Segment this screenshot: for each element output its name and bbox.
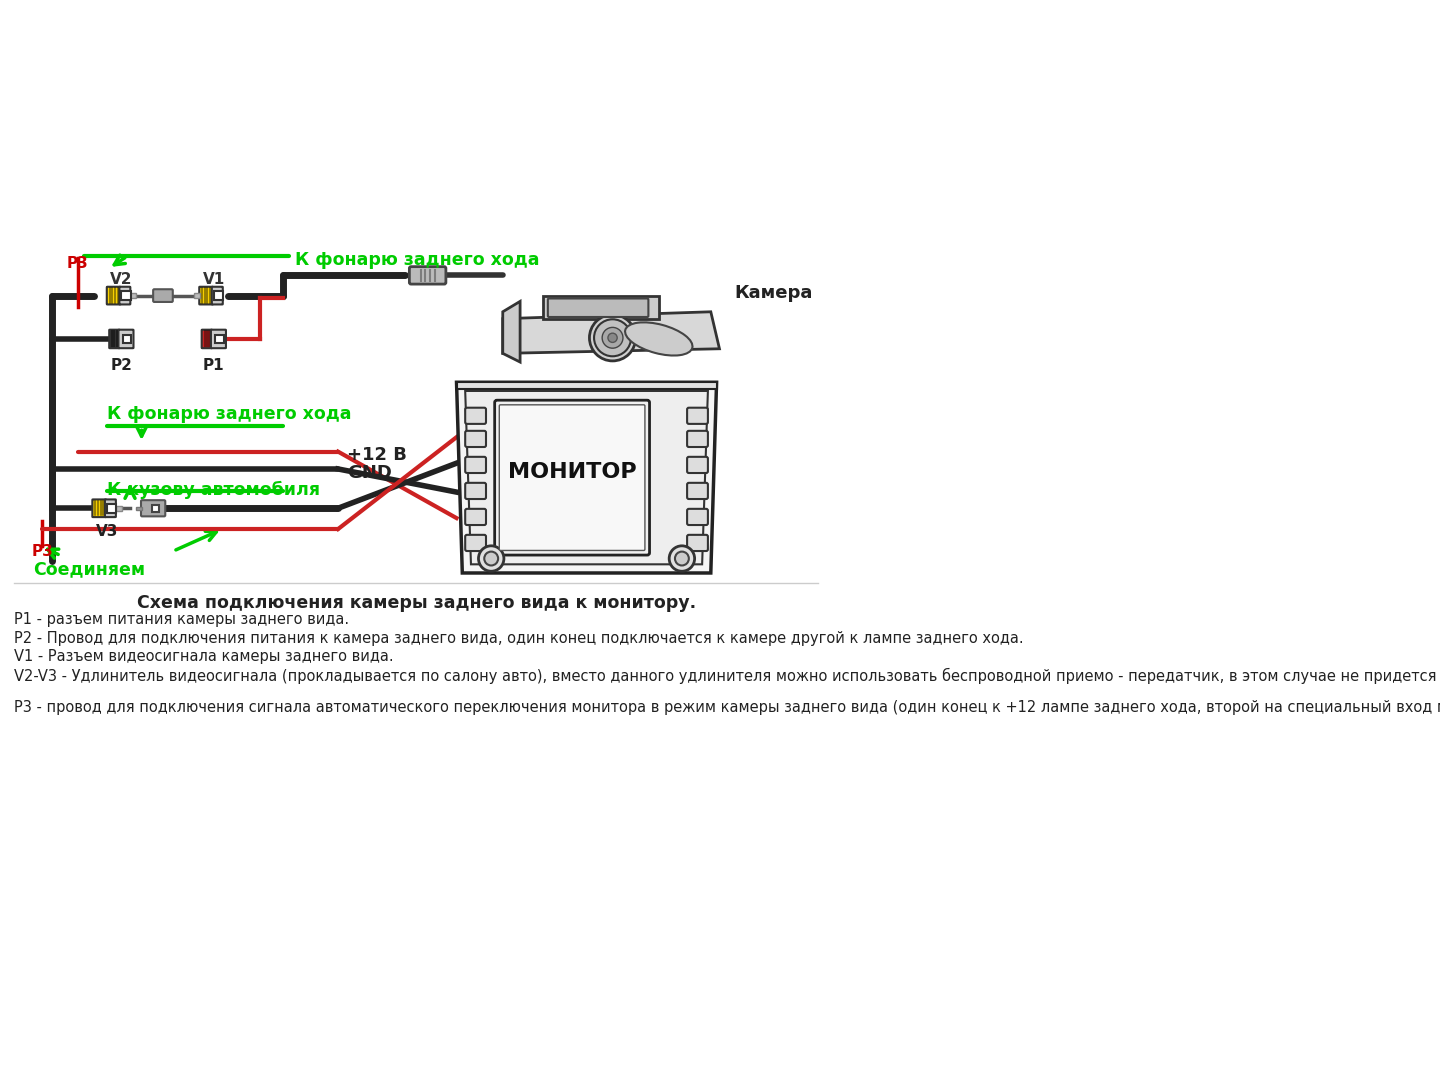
FancyBboxPatch shape [465, 407, 485, 423]
FancyBboxPatch shape [109, 330, 120, 348]
FancyBboxPatch shape [465, 535, 485, 551]
Text: P2: P2 [111, 358, 132, 373]
Polygon shape [543, 296, 658, 318]
Text: P2 - Провод для подключения питания к камера заднего вида, один конец подключает: P2 - Провод для подключения питания к ка… [14, 630, 1024, 645]
Circle shape [675, 552, 688, 565]
FancyBboxPatch shape [202, 330, 212, 348]
Text: К фонарю заднего хода: К фонарю заднего хода [107, 405, 351, 423]
FancyBboxPatch shape [409, 267, 446, 284]
Polygon shape [465, 391, 708, 564]
FancyBboxPatch shape [495, 400, 649, 555]
FancyBboxPatch shape [465, 431, 485, 447]
Bar [215, 334, 223, 343]
FancyBboxPatch shape [465, 482, 485, 498]
Bar [193, 293, 200, 298]
Text: V1: V1 [203, 272, 225, 287]
FancyBboxPatch shape [141, 501, 166, 517]
FancyBboxPatch shape [687, 457, 708, 473]
FancyBboxPatch shape [687, 509, 708, 525]
Bar [456, 383, 717, 389]
FancyBboxPatch shape [118, 330, 134, 348]
Polygon shape [503, 301, 520, 362]
FancyBboxPatch shape [465, 457, 485, 473]
Text: GND: GND [347, 464, 392, 482]
FancyBboxPatch shape [687, 535, 708, 551]
Polygon shape [456, 383, 717, 574]
FancyBboxPatch shape [212, 286, 223, 304]
Bar [130, 293, 137, 298]
FancyBboxPatch shape [547, 298, 648, 317]
Circle shape [602, 327, 624, 348]
Text: P1: P1 [203, 358, 225, 373]
Text: +12 В: +12 В [347, 446, 406, 464]
FancyBboxPatch shape [199, 286, 213, 304]
Polygon shape [503, 312, 720, 354]
Bar [153, 505, 158, 511]
FancyBboxPatch shape [687, 482, 708, 498]
FancyBboxPatch shape [465, 509, 485, 525]
FancyBboxPatch shape [687, 431, 708, 447]
Text: Схема подключения камеры заднего вида к монитору.: Схема подключения камеры заднего вида к … [137, 594, 696, 612]
Text: V2-V3 - Удлинитель видеосигнала (прокладывается по салону авто), вместо данного : V2-V3 - Удлинитель видеосигнала (проклад… [14, 668, 1440, 684]
Text: Камера: Камера [734, 284, 812, 302]
Ellipse shape [625, 323, 693, 356]
Text: P3: P3 [32, 545, 53, 560]
Circle shape [670, 546, 694, 571]
Bar [121, 292, 131, 300]
Text: МОНИТОР: МОНИТОР [508, 462, 636, 481]
Text: Р3 - провод для подключения сигнала автоматического переключения монитора в режи: Р3 - провод для подключения сигнала авто… [14, 700, 1440, 715]
Bar [122, 334, 131, 343]
Circle shape [608, 333, 618, 342]
Bar [215, 292, 223, 300]
Circle shape [484, 552, 498, 565]
FancyBboxPatch shape [210, 330, 226, 348]
Text: V3: V3 [95, 524, 118, 539]
Text: V2: V2 [109, 272, 132, 287]
Text: V1 - Разъем видеосигнала камеры заднего вида.: V1 - Разъем видеосигнала камеры заднего … [14, 650, 395, 665]
FancyBboxPatch shape [153, 289, 173, 302]
Text: P3: P3 [66, 256, 88, 271]
Text: К фонарю заднего хода: К фонарю заднего хода [295, 251, 539, 268]
Circle shape [589, 315, 635, 361]
Bar [115, 506, 122, 510]
Circle shape [478, 546, 504, 571]
Bar [107, 504, 117, 512]
FancyBboxPatch shape [107, 286, 121, 304]
Text: К кузову автомобиля: К кузову автомобиля [107, 480, 320, 498]
Text: P1 - разъем питания камеры заднего вида.: P1 - разъем питания камеры заднего вида. [14, 612, 350, 627]
FancyBboxPatch shape [92, 500, 107, 517]
Circle shape [595, 319, 631, 356]
FancyBboxPatch shape [120, 286, 131, 304]
FancyBboxPatch shape [500, 405, 645, 550]
Bar [137, 507, 143, 510]
FancyBboxPatch shape [105, 500, 115, 517]
FancyBboxPatch shape [687, 407, 708, 423]
Text: Соединяем: Соединяем [33, 561, 145, 578]
